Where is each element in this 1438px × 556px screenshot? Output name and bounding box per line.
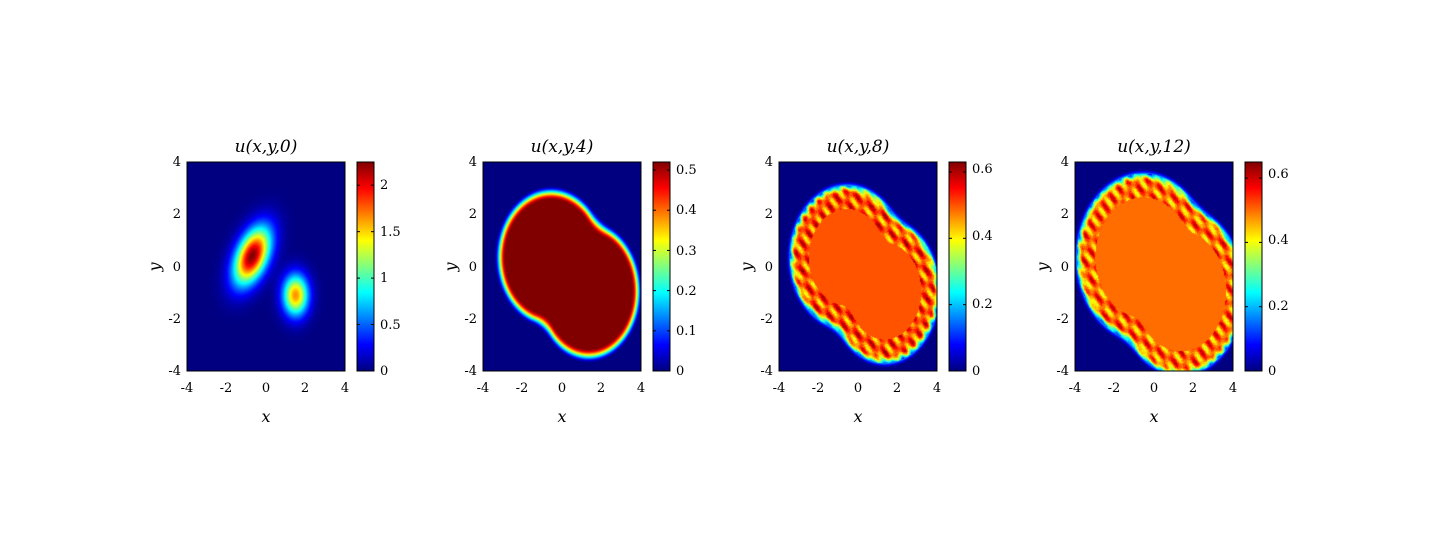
x-axis-label: x	[1149, 407, 1158, 426]
y-tick-label: 2	[173, 207, 181, 222]
x-axis-label: x	[853, 407, 862, 426]
y-tick-label: 0	[765, 260, 773, 275]
y-tick-label: -2	[464, 312, 477, 327]
plot-frame	[482, 161, 642, 372]
colorbar	[356, 161, 375, 372]
y-tick-label: 4	[173, 155, 181, 170]
colorbar-tick-label: 0.2	[676, 284, 697, 299]
x-axis-label: x	[557, 407, 566, 426]
colorbar-tick-label: 0.1	[676, 324, 697, 339]
colorbar-tick-label: 1	[380, 271, 388, 286]
colorbar-tick-label: 0.2	[1268, 299, 1289, 314]
y-tick-label: 4	[765, 155, 773, 170]
colorbar-tick-label: 0.6	[972, 162, 993, 177]
y-axis-label: y	[737, 262, 756, 273]
panel-title: u(x,y,12)	[1117, 137, 1191, 157]
x-tick-label: -4	[773, 381, 786, 396]
panel-3: u(x,y,8) 4 2 0 -2 -4 -4 -2 0 2 4 x y 0 0…	[737, 137, 993, 426]
heatmap-image	[1075, 162, 1233, 371]
x-tick-label: 2	[301, 381, 309, 396]
plot-frame	[778, 161, 938, 372]
panel-title: u(x,y,4)	[531, 137, 594, 157]
y-tick-label: -4	[1056, 364, 1069, 379]
colorbar-ticks	[357, 184, 374, 372]
colorbar-tick-label: 0.5	[380, 318, 401, 333]
plot-frame	[1074, 161, 1234, 372]
heatmap-image	[779, 162, 937, 371]
y-tick-label: -4	[168, 364, 181, 379]
y-tick-label: 0	[469, 260, 477, 275]
panel-4: u(x,y,12) 4 2 0 -2 -4 -4 -2 0 2 4 x y 0 …	[1033, 137, 1289, 426]
colorbar-tick-label: 0.5	[676, 163, 697, 178]
colorbar-ticks	[653, 169, 670, 372]
x-tick-label: 0	[558, 381, 566, 396]
y-tick-label: -4	[464, 364, 477, 379]
x-tick-label: -4	[181, 381, 194, 396]
x-tick-label: -2	[812, 381, 825, 396]
y-tick-label: 4	[469, 155, 477, 170]
colorbar-tick-label: 0	[972, 364, 980, 379]
y-axis-label: y	[145, 262, 164, 273]
x-tick-label: 4	[637, 381, 645, 396]
colorbar-tick-label: 0.4	[972, 229, 993, 244]
x-tick-label: 4	[1229, 381, 1237, 396]
colorbar	[652, 161, 671, 372]
y-tick-label: 0	[173, 260, 181, 275]
x-tick-label: -2	[1108, 381, 1121, 396]
y-tick-label: 2	[1061, 207, 1069, 222]
x-tick-label: 4	[933, 381, 941, 396]
x-tick-label: 2	[893, 381, 901, 396]
x-tick-label: 0	[854, 381, 862, 396]
x-tick-label: 0	[262, 381, 270, 396]
x-tick-label: 2	[597, 381, 605, 396]
x-tick-label: -2	[220, 381, 233, 396]
colorbar-tick-label: 0	[1268, 364, 1276, 379]
colorbar-tick-label: 0.2	[972, 297, 993, 312]
colorbar-tick-label: 0	[676, 364, 684, 379]
panel-1: u(x,y,0) 4 2 0 -2 -4 -4 -2 0 2 4 x y 0 0…	[145, 137, 401, 426]
heatmap-image	[483, 162, 641, 371]
y-tick-label: 0	[1061, 260, 1069, 275]
y-tick-label: -4	[760, 364, 773, 379]
y-tick-label: 2	[469, 207, 477, 222]
heatmap-image	[187, 162, 345, 371]
x-tick-label: 0	[1150, 381, 1158, 396]
colorbar	[948, 161, 967, 372]
x-tick-label: -4	[1069, 381, 1082, 396]
colorbar-tick-label: 0.4	[676, 203, 697, 218]
x-tick-label: -4	[477, 381, 490, 396]
y-tick-label: -2	[760, 312, 773, 327]
colorbar-tick-label: 2	[380, 178, 388, 193]
x-axis-label: x	[261, 407, 270, 426]
y-tick-label: 4	[1061, 155, 1069, 170]
colorbar-tick-label: 0.6	[1268, 167, 1289, 182]
panel-title: u(x,y,8)	[827, 137, 890, 157]
y-tick-label: -2	[168, 312, 181, 327]
panel-title: u(x,y,0)	[235, 137, 298, 157]
colorbar-ticks	[949, 171, 966, 372]
colorbar-ticks	[1245, 177, 1262, 372]
panel-2: u(x,y,4) 4 2 0 -2 -4 -4 -2 0 2 4 x y 0 0…	[441, 137, 697, 426]
y-axis-label: y	[441, 262, 460, 273]
colorbar	[1244, 161, 1263, 372]
colorbar-tick-label: 0.4	[1268, 233, 1289, 248]
x-tick-label: 2	[1189, 381, 1197, 396]
x-tick-label: -2	[516, 381, 529, 396]
colorbar-tick-label: 0.3	[676, 244, 697, 259]
y-axis-label: y	[1033, 262, 1052, 273]
y-tick-label: 2	[765, 207, 773, 222]
x-tick-label: 4	[341, 381, 349, 396]
colorbar-tick-label: 1.5	[380, 225, 401, 240]
colorbar-tick-label: 0	[380, 364, 388, 379]
plot-frame	[186, 161, 346, 372]
y-tick-label: -2	[1056, 312, 1069, 327]
